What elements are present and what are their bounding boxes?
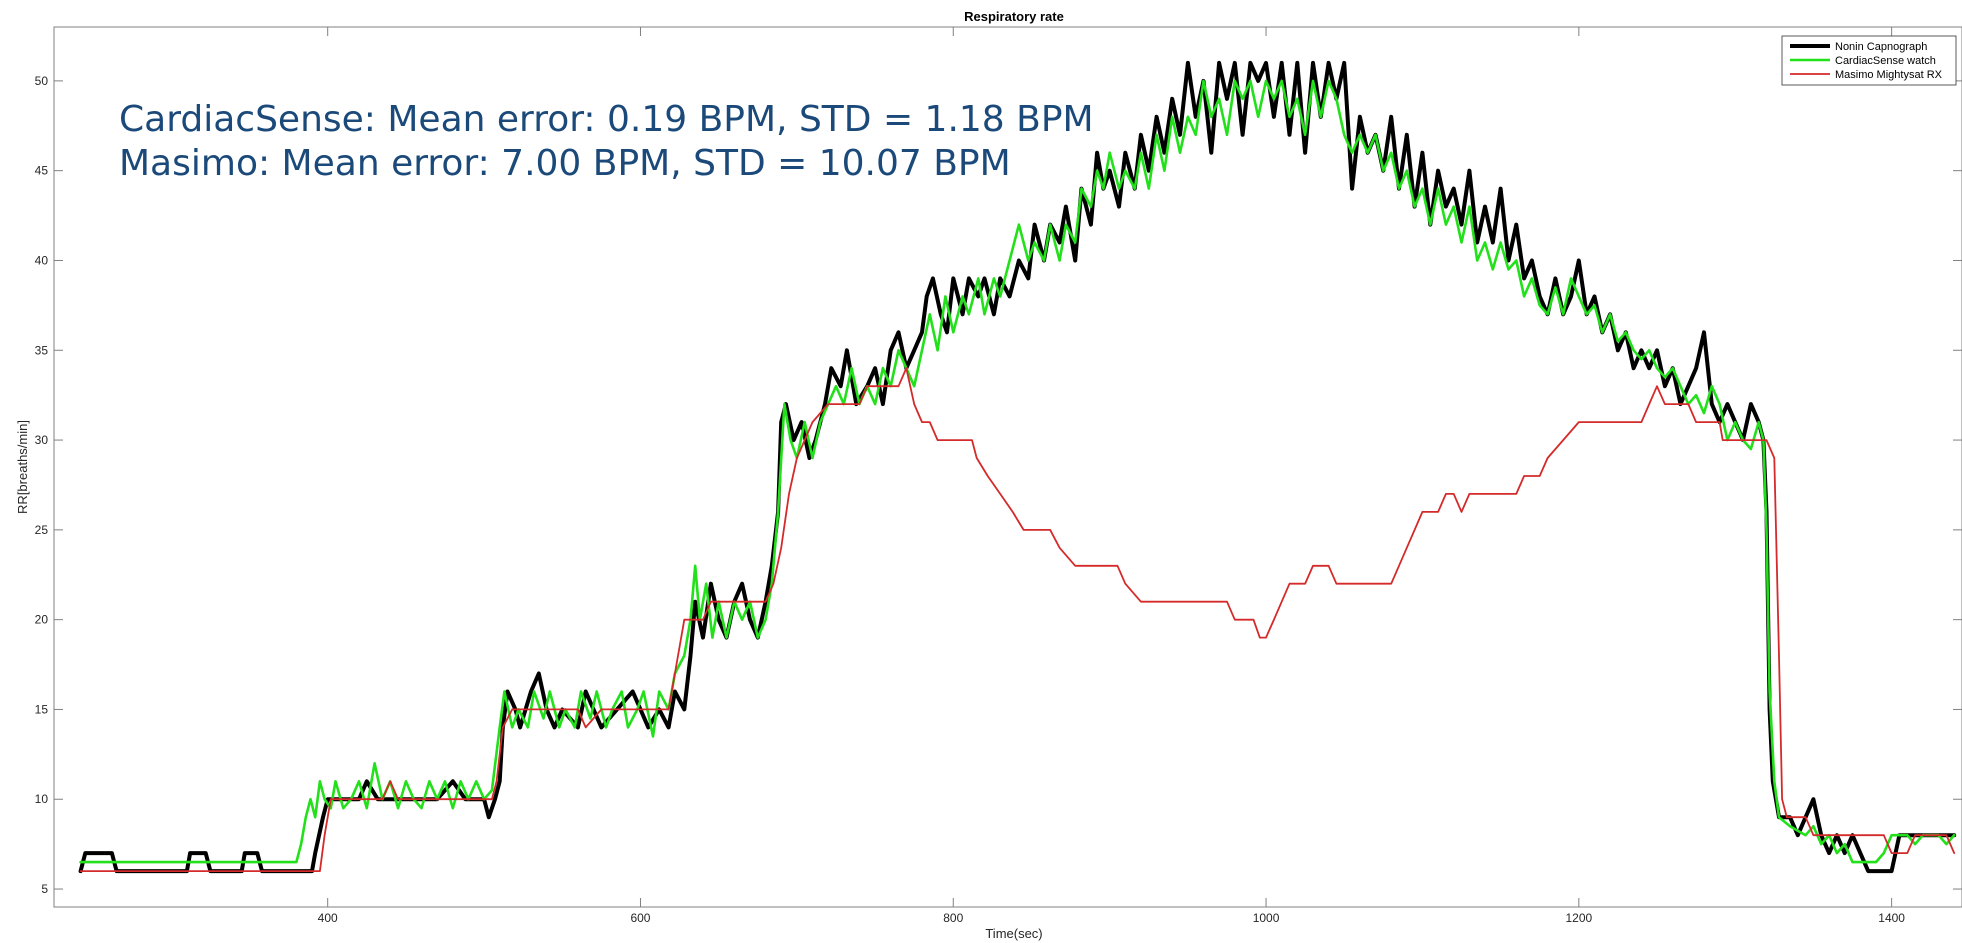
y-tick-label: 40 [35,253,49,267]
y-tick-label: 45 [35,164,49,178]
cardiacsense-stats-text: CardiacSense: Mean error: 0.19 BPM, STD … [119,99,1094,140]
plot-frame [53,26,1962,908]
x-tick-label: 400 [318,911,338,925]
x-tick-label: 1000 [1253,911,1280,925]
x-axis: 400 600 800 1000 1200 1400 [318,27,1905,925]
legend-label: Nonin Capnograph [1835,41,1927,53]
x-tick-label: 800 [943,911,963,925]
chart-title: Respiratory rate [964,9,1064,24]
y-tick-label: 15 [35,702,49,716]
y-tick-label: 5 [41,882,48,896]
y-axis-title: RR[breaths/min] [15,420,30,514]
x-tick-label: 1400 [1878,911,1905,925]
y-tick-label: 20 [35,613,49,627]
y-tick-label: 10 [35,792,49,806]
series-line-masimo-mightysat-rx [79,367,1956,872]
y-tick-label: 50 [35,74,49,88]
y-tick-label: 35 [35,343,49,357]
y-tick-label: 25 [35,523,49,537]
x-axis-title: Time(sec) [985,926,1042,941]
x-tick-label: 1200 [1565,911,1592,925]
series-line-cardiacsense-watch [79,79,1956,864]
legend-label: CardiacSense watch [1835,55,1936,67]
y-tick-label: 30 [35,433,49,447]
x-tick-label: 600 [630,911,650,925]
stats-annotation: CardiacSense: Mean error: 0.19 BPM, STD … [119,99,1094,184]
legend: Nonin Capnograph CardiacSense watch Masimo… [1781,35,1957,86]
masimo-stats-text: Masimo: Mean error: 7.00 BPM, STD = 10.0… [119,143,1011,184]
plot-area [78,60,1957,874]
legend-label: Masimo Mightysat RX [1835,69,1943,81]
series-line-nonin-capnograph [78,60,1957,874]
y-axis: 5 10 15 20 25 30 35 40 45 50 [35,74,1962,896]
